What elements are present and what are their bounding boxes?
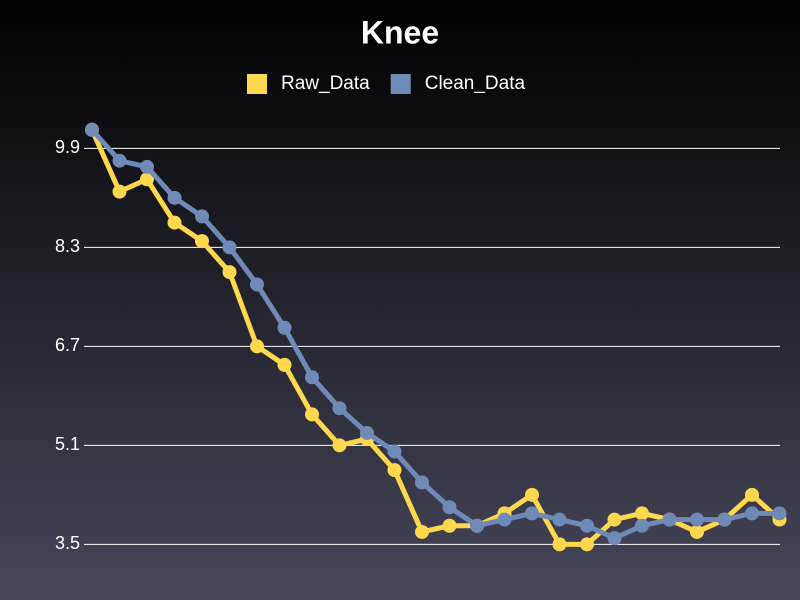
data-point <box>470 518 484 533</box>
y-tick-label: 3.5 <box>55 533 80 553</box>
legend-label: Raw_Data <box>281 73 370 94</box>
data-point <box>387 463 402 478</box>
data-point <box>415 475 429 490</box>
data-point <box>525 506 539 521</box>
data-point <box>552 537 567 552</box>
data-point <box>167 215 182 230</box>
data-point <box>112 153 127 168</box>
data-point <box>690 524 704 539</box>
data-point <box>387 444 402 459</box>
data-point <box>772 506 787 521</box>
data-point <box>607 531 622 546</box>
data-point <box>85 122 99 137</box>
data-point <box>277 320 292 335</box>
data-point <box>525 487 539 502</box>
data-point <box>222 265 237 280</box>
data-point <box>360 425 374 440</box>
data-point <box>277 357 292 372</box>
chart-title: Knee <box>361 14 439 50</box>
data-point <box>580 537 594 552</box>
data-point <box>195 209 209 224</box>
data-point <box>717 512 732 527</box>
data-point <box>662 512 677 527</box>
data-point <box>497 512 512 527</box>
data-point <box>442 518 457 533</box>
data-point <box>442 500 457 515</box>
data-point <box>745 487 759 502</box>
data-point <box>195 234 209 249</box>
data-point <box>635 506 649 521</box>
legend-swatch <box>247 74 267 94</box>
data-point <box>690 512 704 527</box>
legend-label: Clean_Data <box>425 73 526 94</box>
y-tick-label: 9.9 <box>55 137 80 157</box>
data-point <box>112 184 127 199</box>
data-point <box>745 506 759 521</box>
y-tick-label: 6.7 <box>55 335 80 355</box>
data-point <box>552 512 567 527</box>
data-point <box>580 518 594 533</box>
y-tick-label: 8.3 <box>55 236 80 256</box>
data-point <box>635 518 649 533</box>
data-point <box>250 339 264 354</box>
data-point <box>332 438 347 453</box>
data-point <box>250 277 264 292</box>
data-point <box>140 172 154 187</box>
data-point <box>140 159 154 174</box>
data-point <box>167 190 182 205</box>
data-point <box>222 240 237 255</box>
legend-swatch <box>390 74 411 94</box>
y-tick-label: 5.1 <box>55 434 80 454</box>
data-point <box>332 401 347 416</box>
data-point <box>305 370 319 385</box>
data-point <box>607 512 622 527</box>
data-point <box>305 407 319 422</box>
data-point <box>415 524 429 539</box>
